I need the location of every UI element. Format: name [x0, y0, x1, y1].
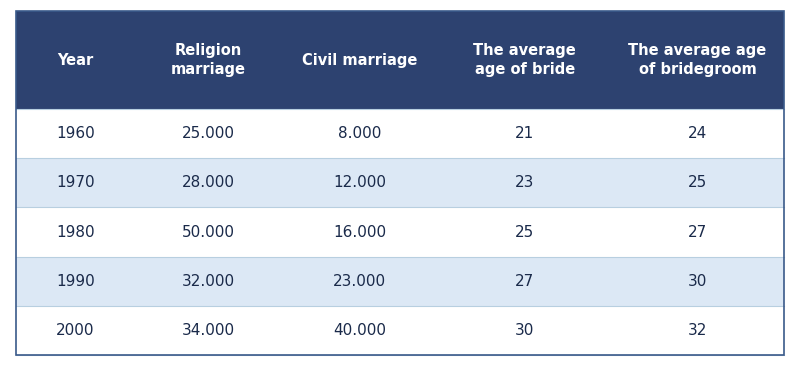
- FancyBboxPatch shape: [16, 11, 784, 109]
- Text: 34.000: 34.000: [182, 323, 234, 338]
- Text: 40.000: 40.000: [333, 323, 386, 338]
- Text: 25: 25: [688, 175, 707, 190]
- Text: 25.000: 25.000: [182, 126, 234, 141]
- Text: 1970: 1970: [56, 175, 95, 190]
- FancyBboxPatch shape: [16, 306, 784, 355]
- Text: 32.000: 32.000: [182, 274, 234, 289]
- Text: 1980: 1980: [56, 224, 95, 239]
- FancyBboxPatch shape: [16, 257, 784, 306]
- Text: 21: 21: [515, 126, 534, 141]
- Text: 2000: 2000: [56, 323, 94, 338]
- Text: 8.000: 8.000: [338, 126, 382, 141]
- Text: 30: 30: [515, 323, 534, 338]
- Text: 1960: 1960: [56, 126, 95, 141]
- Text: 23: 23: [515, 175, 534, 190]
- Text: Civil marriage: Civil marriage: [302, 52, 418, 67]
- Text: 32: 32: [688, 323, 707, 338]
- Text: 50.000: 50.000: [182, 224, 234, 239]
- Text: 24: 24: [688, 126, 707, 141]
- Text: 27: 27: [515, 274, 534, 289]
- Text: 25: 25: [515, 224, 534, 239]
- Text: Year: Year: [58, 52, 94, 67]
- Text: 27: 27: [688, 224, 707, 239]
- Text: 1990: 1990: [56, 274, 95, 289]
- FancyBboxPatch shape: [16, 158, 784, 208]
- Text: The average
age of bride: The average age of bride: [474, 42, 576, 77]
- Text: 16.000: 16.000: [333, 224, 386, 239]
- Text: 12.000: 12.000: [333, 175, 386, 190]
- FancyBboxPatch shape: [16, 109, 784, 158]
- Text: 30: 30: [688, 274, 707, 289]
- Text: 23.000: 23.000: [333, 274, 386, 289]
- Text: The average age
of bridegroom: The average age of bridegroom: [629, 42, 766, 77]
- Text: Religion
marriage: Religion marriage: [170, 42, 246, 77]
- FancyBboxPatch shape: [16, 208, 784, 257]
- Text: 28.000: 28.000: [182, 175, 234, 190]
